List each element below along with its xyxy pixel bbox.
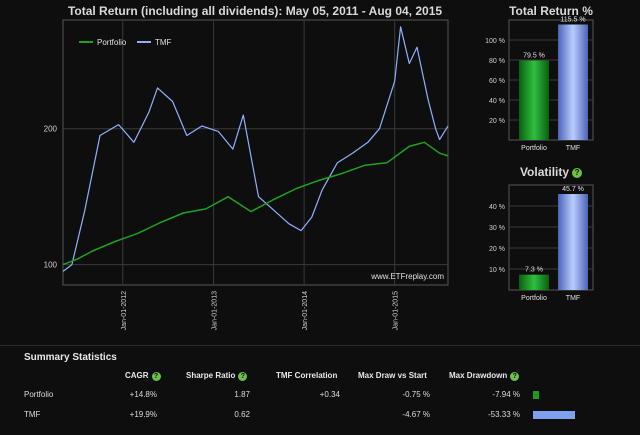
total-return-y-tick-label: 40 % [489, 98, 505, 105]
cagr-header-label: CAGR [125, 371, 149, 380]
portfolio-max-draw-vs-start: -0.75 % [402, 390, 430, 399]
summary-statistics-heading: Summary Statistics [24, 352, 117, 363]
max-drawdown-header: Max Drawdown? [449, 371, 520, 381]
volatility-bar-tmf [558, 194, 588, 290]
tmf-series-line [62, 26, 449, 272]
tmf-sharpe: 0.62 [234, 410, 250, 419]
total-return-value-label: 115.5 % [560, 17, 585, 24]
volatility-y-tick-label: 20 % [489, 246, 505, 253]
volatility-y-tick-label: 40 % [489, 204, 505, 211]
volatility-category-label: TMF [566, 295, 580, 302]
volatility-value-label: 7.3 % [525, 267, 543, 274]
total-return-y-tick-label: 100 % [485, 38, 505, 45]
volatility-y-tick-label: 10 % [489, 267, 505, 274]
volatility-value-label: 45.7 % [562, 186, 584, 193]
max-draw-vs-start-header-label: Max Draw vs Start [358, 371, 427, 380]
x-tick-label: Jan-01-2014 [302, 291, 309, 330]
sharpe-header-label: Sharpe Ratio [186, 371, 236, 380]
sharpe-header: Sharpe Ratio? [186, 371, 248, 381]
total-return-line-chart: 100 200 Jan-01-2012 Jan-01-2013 Jan-01-2014 J… [44, 19, 449, 330]
tmf-correlation-header: TMF Correlation [276, 371, 337, 380]
legend-label-portfolio: Portfolio [97, 38, 127, 47]
total-return-y-tick-label: 20 % [489, 118, 505, 125]
portfolio-drawdown-bar [533, 391, 540, 399]
volatility-bar-portfolio [519, 274, 549, 290]
total-return-category-label: Portfolio [521, 145, 547, 152]
portfolio-series-line [62, 141, 449, 266]
help-icon[interactable]: ? [151, 372, 161, 381]
portfolio-sharpe: 1.87 [234, 390, 250, 399]
plot-area-frame [62, 19, 449, 286]
main-chart-title: Total Return (including all dividends): … [67, 4, 443, 18]
total-return-bar-chart: 20 % 40 % 60 % 80 % 100 % 79.5 % Portfolio 115.… [485, 17, 594, 152]
y-tick-label: 100 [44, 261, 58, 270]
total-return-bar-portfolio [519, 60, 549, 140]
row-label-tmf: TMF [24, 410, 41, 419]
tmf-correlation-header-label: TMF Correlation [276, 371, 338, 380]
total-return-y-tick-label: 80 % [489, 58, 505, 65]
y-tick-label: 200 [44, 125, 58, 134]
tmf-cagr: +19.9% [129, 410, 157, 419]
max-draw-vs-start-header: Max Draw vs Start [358, 371, 427, 380]
max-drawdown-header-label: Max Drawdown [449, 371, 508, 380]
volatility-bar-chart: 10 % 20 % 30 % 40 % 7.3 % Portfolio 45.7 % TMF [489, 184, 594, 302]
portfolio-cagr: +14.8% [129, 390, 157, 399]
total-return-y-tick-label: 60 % [489, 78, 505, 85]
row-label-portfolio: Portfolio [24, 390, 54, 399]
tmf-drawdown-bar [533, 411, 575, 419]
volatility-bar-title: Volatility? [466, 165, 636, 179]
volatility-category-label: Portfolio [521, 295, 547, 302]
total-return-bar-tmf [558, 24, 588, 140]
volatility-plot-frame [508, 184, 594, 291]
x-tick-label: Jan-01-2015 [393, 291, 400, 330]
portfolio-max-drawdown: -7.94 % [492, 390, 520, 399]
legend-label-tmf: TMF [155, 38, 172, 47]
volatility-y-tick-label: 30 % [489, 225, 505, 232]
help-icon[interactable]: ? [510, 372, 520, 381]
x-tick-label: Jan-01-2012 [121, 291, 128, 330]
tmf-max-drawdown: -53.33 % [487, 410, 520, 419]
help-icon[interactable]: ? [572, 168, 583, 178]
watermark: www.ETFreplay.com [370, 272, 444, 281]
total-return-bar-title: Total Return % [509, 4, 593, 18]
total-return-category-label: TMF [566, 145, 580, 152]
tmf-max-draw-vs-start: -4.67 % [402, 410, 430, 419]
help-icon[interactable]: ? [238, 372, 248, 381]
portfolio-tmf-correlation: +0.34 [319, 390, 340, 399]
summary-statistics-table: Summary Statistics CAGR? Sharpe Ratio? T… [0, 345, 640, 435]
x-tick-label: Jan-01-2013 [212, 291, 219, 330]
cagr-header: CAGR? [125, 371, 161, 381]
total-return-value-label: 79.5 % [523, 53, 545, 60]
volatility-title-text: Volatility [519, 165, 570, 179]
